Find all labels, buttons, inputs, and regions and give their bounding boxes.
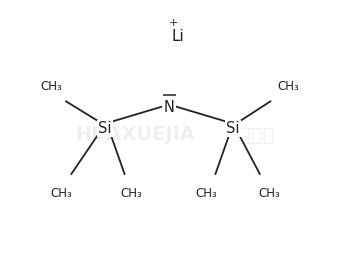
Text: Li: Li (172, 29, 184, 44)
Text: +: + (169, 18, 178, 28)
Text: N: N (164, 100, 174, 116)
Text: CH₃: CH₃ (277, 80, 299, 93)
Text: Si: Si (226, 121, 240, 136)
Text: CH₃: CH₃ (195, 187, 217, 200)
Text: CH₃: CH₃ (258, 187, 280, 200)
Text: CH₃: CH₃ (120, 187, 142, 200)
Text: Si: Si (98, 121, 112, 136)
Text: HUAXUEJIA: HUAXUEJIA (75, 126, 195, 144)
Text: CH₃: CH₃ (41, 80, 63, 93)
Text: CH₃: CH₃ (50, 187, 72, 200)
Text: 化学加: 化学加 (239, 126, 274, 144)
